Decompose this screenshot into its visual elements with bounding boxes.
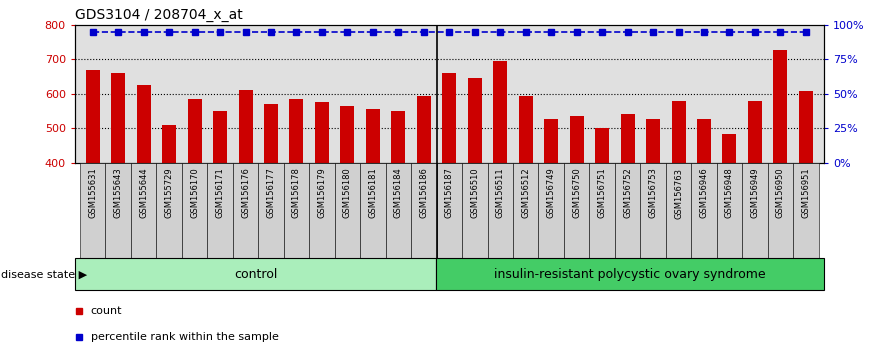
Bar: [80, 163, 106, 258]
Bar: [793, 163, 818, 258]
Bar: [85, 70, 100, 163]
Text: GSM155729: GSM155729: [165, 167, 174, 218]
Text: GSM156951: GSM156951: [802, 167, 811, 218]
Bar: [487, 163, 513, 258]
Text: disease state ▶: disease state ▶: [1, 269, 87, 279]
Text: GSM156950: GSM156950: [776, 167, 785, 218]
Bar: [340, 106, 354, 163]
Text: GSM156751: GSM156751: [597, 167, 607, 218]
Bar: [748, 101, 762, 163]
Text: insulin-resistant polycystic ovary syndrome: insulin-resistant polycystic ovary syndr…: [494, 268, 766, 281]
Bar: [75, 258, 436, 290]
Bar: [646, 119, 660, 163]
Text: GSM156511: GSM156511: [496, 167, 505, 218]
Text: GSM156949: GSM156949: [751, 167, 759, 218]
Bar: [207, 163, 233, 258]
Text: percentile rank within the sample: percentile rank within the sample: [91, 332, 278, 342]
Text: GSM156176: GSM156176: [241, 167, 250, 218]
Bar: [799, 91, 813, 163]
Text: GSM156179: GSM156179: [317, 167, 327, 218]
Bar: [640, 163, 666, 258]
Text: GSM156763: GSM156763: [674, 167, 683, 219]
Text: GSM156177: GSM156177: [267, 167, 276, 218]
Bar: [436, 258, 824, 290]
Bar: [366, 109, 380, 163]
Bar: [620, 114, 634, 163]
Bar: [742, 163, 767, 258]
Bar: [309, 163, 335, 258]
Text: GSM156750: GSM156750: [572, 167, 581, 218]
Bar: [290, 99, 303, 163]
Bar: [157, 163, 181, 258]
Text: GSM155643: GSM155643: [114, 167, 122, 218]
Bar: [360, 163, 386, 258]
Bar: [774, 50, 788, 163]
Text: GSM156753: GSM156753: [648, 167, 657, 218]
Bar: [411, 163, 437, 258]
Text: GSM156752: GSM156752: [623, 167, 632, 218]
Bar: [315, 102, 329, 163]
Text: GSM156510: GSM156510: [470, 167, 479, 218]
Bar: [570, 116, 584, 163]
Text: GSM156178: GSM156178: [292, 167, 301, 218]
Bar: [391, 111, 405, 163]
Bar: [596, 128, 609, 163]
Bar: [437, 163, 462, 258]
Text: GSM156171: GSM156171: [216, 167, 225, 218]
Bar: [188, 99, 202, 163]
Bar: [137, 85, 151, 163]
Text: GSM156181: GSM156181: [368, 167, 377, 218]
Text: GSM156180: GSM156180: [343, 167, 352, 218]
Bar: [692, 163, 717, 258]
Bar: [767, 163, 793, 258]
Text: GSM156946: GSM156946: [700, 167, 708, 218]
Text: GSM155644: GSM155644: [139, 167, 148, 218]
Text: count: count: [91, 306, 122, 316]
Text: GSM156170: GSM156170: [190, 167, 199, 218]
Bar: [213, 111, 227, 163]
Bar: [111, 73, 125, 163]
Text: GDS3104 / 208704_x_at: GDS3104 / 208704_x_at: [75, 8, 242, 22]
Bar: [284, 163, 309, 258]
Bar: [666, 163, 692, 258]
Bar: [615, 163, 640, 258]
Bar: [544, 119, 559, 163]
Bar: [233, 163, 258, 258]
Bar: [131, 163, 157, 258]
Bar: [493, 61, 507, 163]
Bar: [417, 96, 431, 163]
Bar: [468, 78, 482, 163]
Bar: [717, 163, 742, 258]
Bar: [442, 73, 456, 163]
Text: GSM156512: GSM156512: [522, 167, 530, 218]
Text: GSM156184: GSM156184: [394, 167, 403, 218]
Text: GSM156749: GSM156749: [547, 167, 556, 218]
Bar: [564, 163, 589, 258]
Bar: [239, 90, 253, 163]
Text: GSM156186: GSM156186: [419, 167, 428, 218]
Bar: [264, 104, 278, 163]
Text: GSM155631: GSM155631: [88, 167, 97, 218]
Text: control: control: [234, 268, 278, 281]
Bar: [335, 163, 360, 258]
Text: GSM156187: GSM156187: [445, 167, 454, 218]
Bar: [386, 163, 411, 258]
Bar: [519, 96, 533, 163]
Bar: [538, 163, 564, 258]
Bar: [258, 163, 284, 258]
Bar: [697, 119, 711, 163]
Bar: [671, 101, 685, 163]
Bar: [722, 134, 737, 163]
Bar: [106, 163, 131, 258]
Bar: [589, 163, 615, 258]
Bar: [513, 163, 538, 258]
Bar: [181, 163, 207, 258]
Bar: [462, 163, 487, 258]
Text: GSM156948: GSM156948: [725, 167, 734, 218]
Bar: [162, 125, 176, 163]
